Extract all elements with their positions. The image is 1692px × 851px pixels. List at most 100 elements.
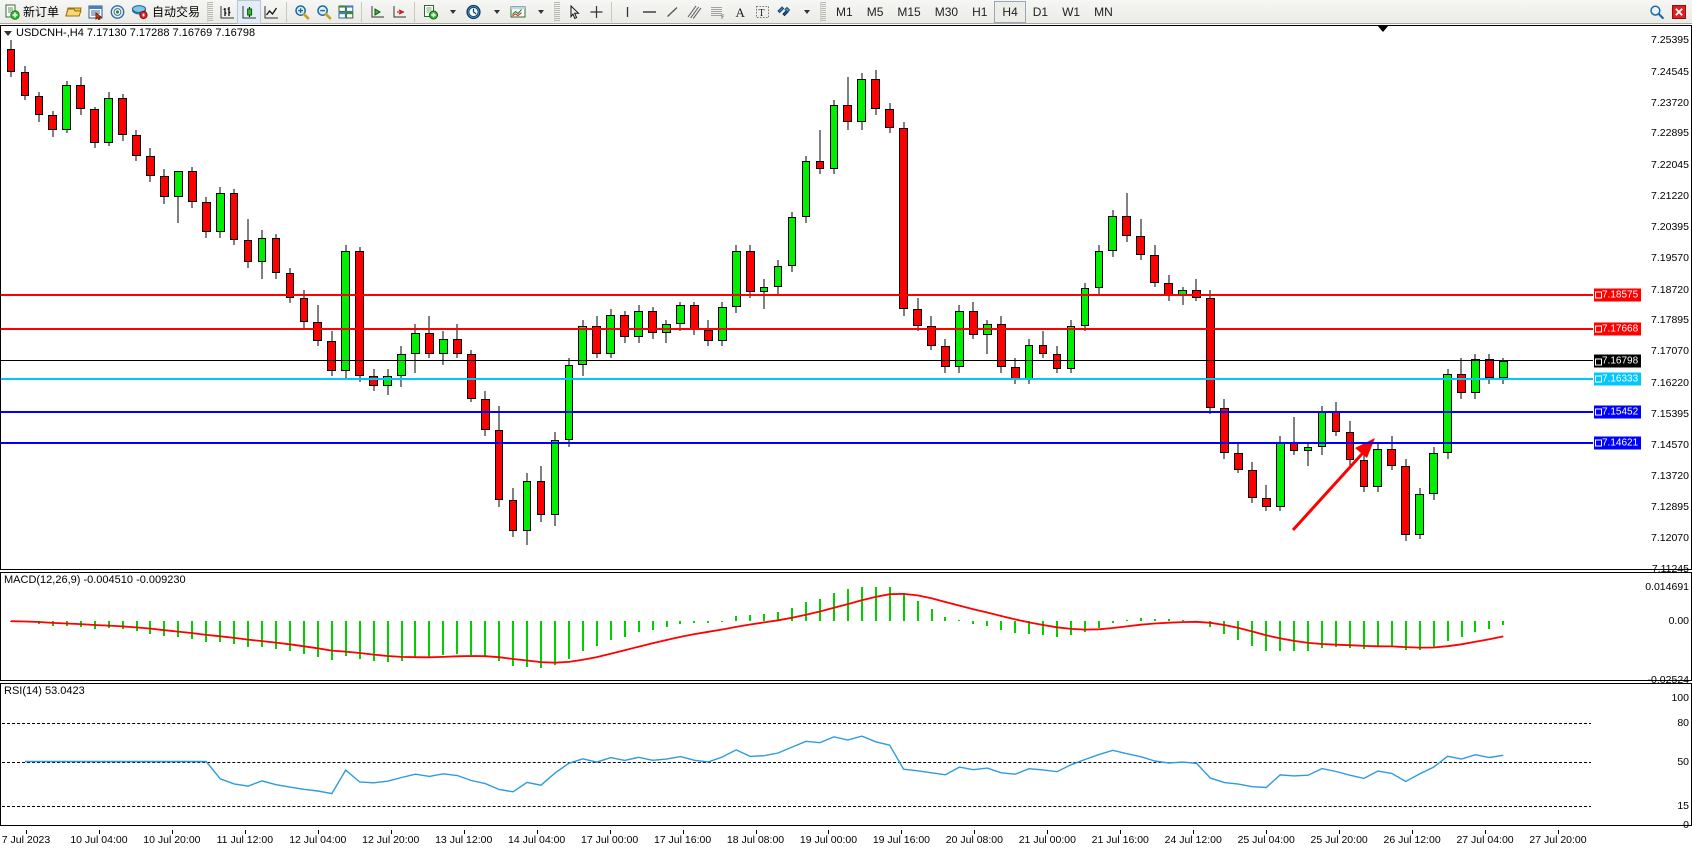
expert-advisors-button[interactable] [63,1,85,23]
support-line-1[interactable] [1,410,1593,413]
resistance-line-1[interactable] [1,293,1593,296]
macd-histogram-bar [1418,621,1421,650]
chevron-down-icon[interactable] [4,30,12,36]
chart-shift-button[interactable] [388,1,410,23]
resistance-line-2[interactable] [1,327,1593,330]
time-label: 25 Jul 04:00 [1237,834,1295,846]
macd-histogram-bar [735,616,738,622]
current-price-line-label[interactable]: 7.16798 [1594,354,1642,368]
close-button[interactable] [1668,1,1690,23]
candle-body-bearish [229,193,239,240]
time-tick [26,830,27,834]
macd-scale[interactable]: 0.014691 0.00 -0.02524 [1591,573,1691,686]
auto-scroll-button[interactable] [366,1,388,23]
price-tick: 7.20395 [1651,220,1689,233]
macd-histogram-bar [358,621,361,659]
auto-trading-button[interactable]: 自动交易 [129,1,204,23]
timeframe-m30-button[interactable]: M30 [934,4,959,19]
periods-dropdown[interactable] [485,1,507,23]
templates-button[interactable] [507,1,529,23]
bar-chart-button[interactable] [216,1,238,23]
timeframe-h4-button[interactable]: H4 [994,0,1026,23]
support-line-2[interactable] [1,441,1593,444]
cursor-button[interactable] [563,1,585,23]
tile-windows-button[interactable] [335,1,357,23]
trendline-button[interactable] [661,1,683,23]
price-scale[interactable]: 7.25395 7.24545 7.23720 7.22895 7.22045 7.212… [1591,26,1691,575]
indicators-dropdown[interactable] [441,1,463,23]
macd-pane[interactable]: MACD(12,26,9) -0.004510 -0.009230 0.0146… [0,572,1692,686]
timeframe-m5-button[interactable]: M5 [866,4,884,19]
candle [439,40,448,568]
candle [662,40,671,568]
rsi-scale[interactable]: 100 80 50 15 0 [1591,684,1691,831]
arrows-dropdown[interactable] [795,1,817,23]
timeframe-d1-button[interactable]: D1 [1032,4,1049,19]
candlestick-chart-button[interactable] [237,0,262,24]
fibonacci-button[interactable]: F [706,1,729,23]
candle-wick [986,320,988,354]
timeframe-m15-button[interactable]: M15 [897,4,921,19]
rsi-plot[interactable] [2,698,1591,824]
timeframe-h1-button[interactable]: H1 [972,4,988,19]
rsi-tick: 50 [1677,755,1689,768]
horizontal-line-button[interactable] [638,1,661,23]
candle-body-bullish [1429,452,1438,495]
indicators-button[interactable] [419,1,441,23]
timeframe-m1-button[interactable]: M1 [836,4,853,19]
price-pane[interactable]: USDCNH-,H4 7.17130 7.17288 7.16769 7.167… [0,25,1692,575]
search-button[interactable] [1646,1,1668,23]
line-chart-button[interactable] [260,1,282,23]
candle [313,40,323,568]
text-label-button[interactable]: T [751,1,773,23]
macd-histogram-bar [1014,621,1017,634]
templates-dropdown[interactable] [529,1,551,23]
time-tick [901,830,903,834]
timeframe-mn-button[interactable]: MN [1094,4,1113,19]
time-axis[interactable]: 7 Jul 2023 10 Jul 04:00 10 Jul 20:00 11 Jul… [0,829,1692,851]
crosshair-button[interactable] [585,1,607,23]
macd-histogram-bar [1209,621,1212,627]
scale-drag-marker[interactable] [1377,25,1389,32]
macd-histogram-bar [567,621,570,659]
support-line-2-label[interactable]: 7.14621 [1594,436,1642,450]
cyan-level-line-label[interactable]: 7.16333 [1594,372,1642,386]
zoom-in-button[interactable] [291,1,313,23]
rsi-level-80 [2,723,1591,725]
candle [1415,40,1424,568]
timeframe-w1-button[interactable]: W1 [1062,4,1081,19]
candle [1136,40,1146,568]
price-tick: 7.24545 [1651,65,1689,78]
candle [982,40,992,568]
candle-body-bearish [1485,359,1494,379]
candle-body-bullish [564,365,574,440]
chart-area[interactable]: USDCNH-,H4 7.17130 7.17288 7.16769 7.167… [0,25,1692,851]
support-line-1-label[interactable]: 7.15452 [1594,405,1642,419]
vertical-line-button[interactable] [616,1,638,23]
current-price-line[interactable] [1,360,1593,362]
rsi-tick: 0 [1683,819,1689,831]
chevron-down-icon [449,9,456,14]
candle-body-bullish [1024,344,1034,381]
rsi-pane[interactable]: RSI(14) 53.0423 100 80 50 15 0 [0,683,1692,831]
price-plot[interactable] [2,40,1591,568]
resistance-line-2-label[interactable]: 7.17668 [1594,322,1642,336]
candle [62,40,72,568]
data-window-button[interactable] [85,1,107,23]
candle-body-bearish [899,127,908,309]
candle [215,40,225,568]
candle [1289,40,1299,568]
periods-button[interactable] [463,1,485,23]
macd-histogram-bar [414,621,417,659]
cyan-level-line[interactable] [1,377,1593,380]
resistance-line-1-label[interactable]: 7.18575 [1594,288,1642,302]
text-button[interactable]: A [729,1,751,23]
zoom-out-button[interactable] [313,1,335,23]
macd-plot[interactable] [2,587,1591,679]
symbol-info-header: USDCNH-,H4 7.17130 7.17288 7.16769 7.167… [4,27,255,39]
arrows-button[interactable] [773,1,795,23]
new-order-button[interactable]: 新订单 [2,1,63,23]
equidistant-channel-button[interactable] [683,1,706,23]
navigator-button[interactable] [107,1,129,23]
time-label: 21 Jul 00:00 [1018,834,1076,846]
